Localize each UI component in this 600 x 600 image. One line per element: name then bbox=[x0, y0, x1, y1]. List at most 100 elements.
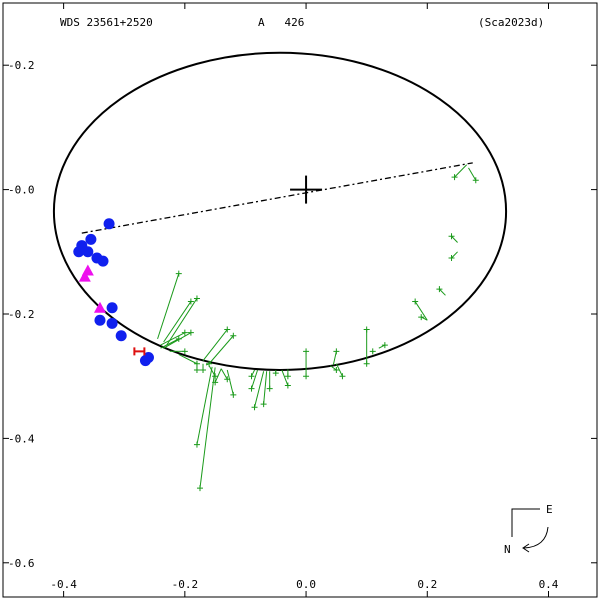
header-object-id: A 426 bbox=[258, 16, 304, 29]
measurement-triangle bbox=[81, 264, 94, 276]
axes: -0.4 -0.2 0.0 0.2 0.4 -0.2 -0.0 -0.2 -0.4 -0.6 bbox=[3, 3, 597, 597]
measurement-plus bbox=[436, 286, 443, 293]
y-tick-label: -0.2 bbox=[8, 59, 35, 72]
x-tick-label: -0.4 bbox=[50, 578, 77, 591]
compass-axes bbox=[511, 508, 540, 537]
residual-line bbox=[163, 301, 192, 343]
measurement-plus bbox=[284, 382, 291, 389]
residual-line bbox=[414, 301, 428, 321]
x-tick-label: -0.2 bbox=[172, 578, 199, 591]
measurement-plus bbox=[333, 348, 340, 355]
residual-line bbox=[451, 235, 458, 243]
residual-line bbox=[208, 335, 234, 365]
measurement-plus bbox=[251, 404, 258, 411]
x-tick-label: 0.4 bbox=[539, 578, 559, 591]
residual-line bbox=[166, 298, 198, 346]
residual-line bbox=[251, 369, 255, 377]
measurement-plus bbox=[448, 255, 455, 262]
measurement-plus bbox=[212, 373, 219, 380]
residual-line bbox=[157, 273, 180, 340]
measurement-plus bbox=[418, 314, 425, 321]
measurement-circle bbox=[106, 317, 118, 329]
measurement-bar bbox=[133, 347, 146, 356]
y-tick-label: -0.0 bbox=[8, 184, 35, 197]
residual-line bbox=[439, 288, 446, 296]
measurement-plus bbox=[333, 366, 340, 373]
residual-line bbox=[330, 365, 337, 371]
residual-line bbox=[199, 367, 216, 489]
x-tick-label: 0.2 bbox=[417, 578, 437, 591]
measurement-circle bbox=[94, 314, 106, 326]
residual-line bbox=[335, 363, 343, 377]
x-tick-label: 0.0 bbox=[296, 578, 316, 591]
residual-line bbox=[263, 371, 268, 405]
measurement-plus bbox=[266, 385, 273, 392]
measurement-plus bbox=[224, 326, 231, 333]
measurement-circle bbox=[103, 218, 115, 230]
measurement-plus bbox=[451, 174, 458, 181]
measurement-circle bbox=[82, 246, 94, 258]
compass-direction-arrow bbox=[523, 526, 549, 549]
residual-line bbox=[454, 164, 468, 178]
y-tick-label: -0.4 bbox=[8, 432, 35, 445]
residual-line bbox=[160, 338, 180, 349]
measurement-plus bbox=[200, 366, 207, 373]
line-of-nodes bbox=[81, 162, 473, 234]
measurement-plus bbox=[284, 373, 291, 380]
residual-line bbox=[420, 316, 428, 321]
measurement-plus bbox=[181, 348, 188, 355]
residual-line bbox=[251, 369, 259, 389]
measurement-circle bbox=[85, 233, 97, 245]
measurement-plus bbox=[472, 177, 479, 184]
header-reference: (Sca2023d) bbox=[478, 16, 544, 29]
residual-line bbox=[468, 167, 477, 181]
measurement-circle bbox=[97, 255, 109, 267]
measurement-circle bbox=[106, 302, 118, 314]
measurement-plus bbox=[363, 326, 370, 333]
measurement-plus bbox=[272, 370, 279, 377]
measurement-plus bbox=[175, 335, 182, 342]
measurement-plus bbox=[369, 348, 376, 355]
residual-line bbox=[226, 369, 234, 395]
measurement-plus bbox=[363, 360, 370, 367]
residual-line bbox=[378, 344, 386, 349]
compass-north-label: N bbox=[504, 543, 511, 556]
measurement-plus bbox=[193, 441, 200, 448]
measurement-plus bbox=[230, 332, 237, 339]
residual-line bbox=[254, 371, 265, 408]
measurement-plus bbox=[212, 379, 219, 386]
measurement-plus bbox=[448, 233, 455, 240]
data-marks bbox=[73, 164, 479, 492]
measurement-plus bbox=[339, 373, 346, 380]
residual-line bbox=[451, 251, 458, 259]
measurement-circle bbox=[115, 330, 127, 342]
measurement-plus bbox=[181, 329, 188, 336]
residual-line bbox=[220, 368, 228, 380]
residual-line bbox=[196, 366, 213, 445]
measurement-plus bbox=[196, 485, 203, 492]
y-tick-label: -0.2 bbox=[8, 308, 35, 321]
residual-line bbox=[202, 329, 228, 361]
compass: E N bbox=[504, 503, 553, 556]
measurement-circle bbox=[73, 246, 85, 258]
measurement-triangle bbox=[93, 301, 106, 313]
measurement-plus bbox=[175, 270, 182, 277]
measurement-plus bbox=[381, 342, 388, 349]
residual-line bbox=[214, 368, 222, 383]
y-tick-label: -0.6 bbox=[8, 557, 35, 570]
compass-east-label: E bbox=[546, 503, 553, 516]
compass-arrowhead-icon bbox=[522, 543, 530, 553]
measurement-plus bbox=[248, 385, 255, 392]
measurement-plus bbox=[187, 329, 194, 336]
measurement-plus bbox=[248, 373, 255, 380]
measurement-plus bbox=[412, 298, 419, 305]
residual-line bbox=[163, 332, 192, 349]
measurement-triangle bbox=[78, 270, 91, 282]
measurement-plus bbox=[303, 373, 310, 380]
measurement-plus bbox=[230, 391, 237, 398]
orbit-layer bbox=[52, 51, 508, 371]
measurement-plus bbox=[260, 401, 267, 408]
measurement-plus bbox=[193, 366, 200, 373]
measurement-plus bbox=[303, 348, 310, 355]
